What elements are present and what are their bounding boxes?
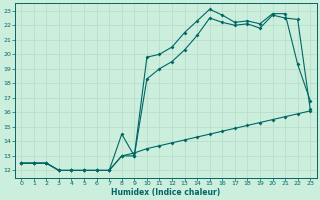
X-axis label: Humidex (Indice chaleur): Humidex (Indice chaleur) — [111, 188, 220, 197]
